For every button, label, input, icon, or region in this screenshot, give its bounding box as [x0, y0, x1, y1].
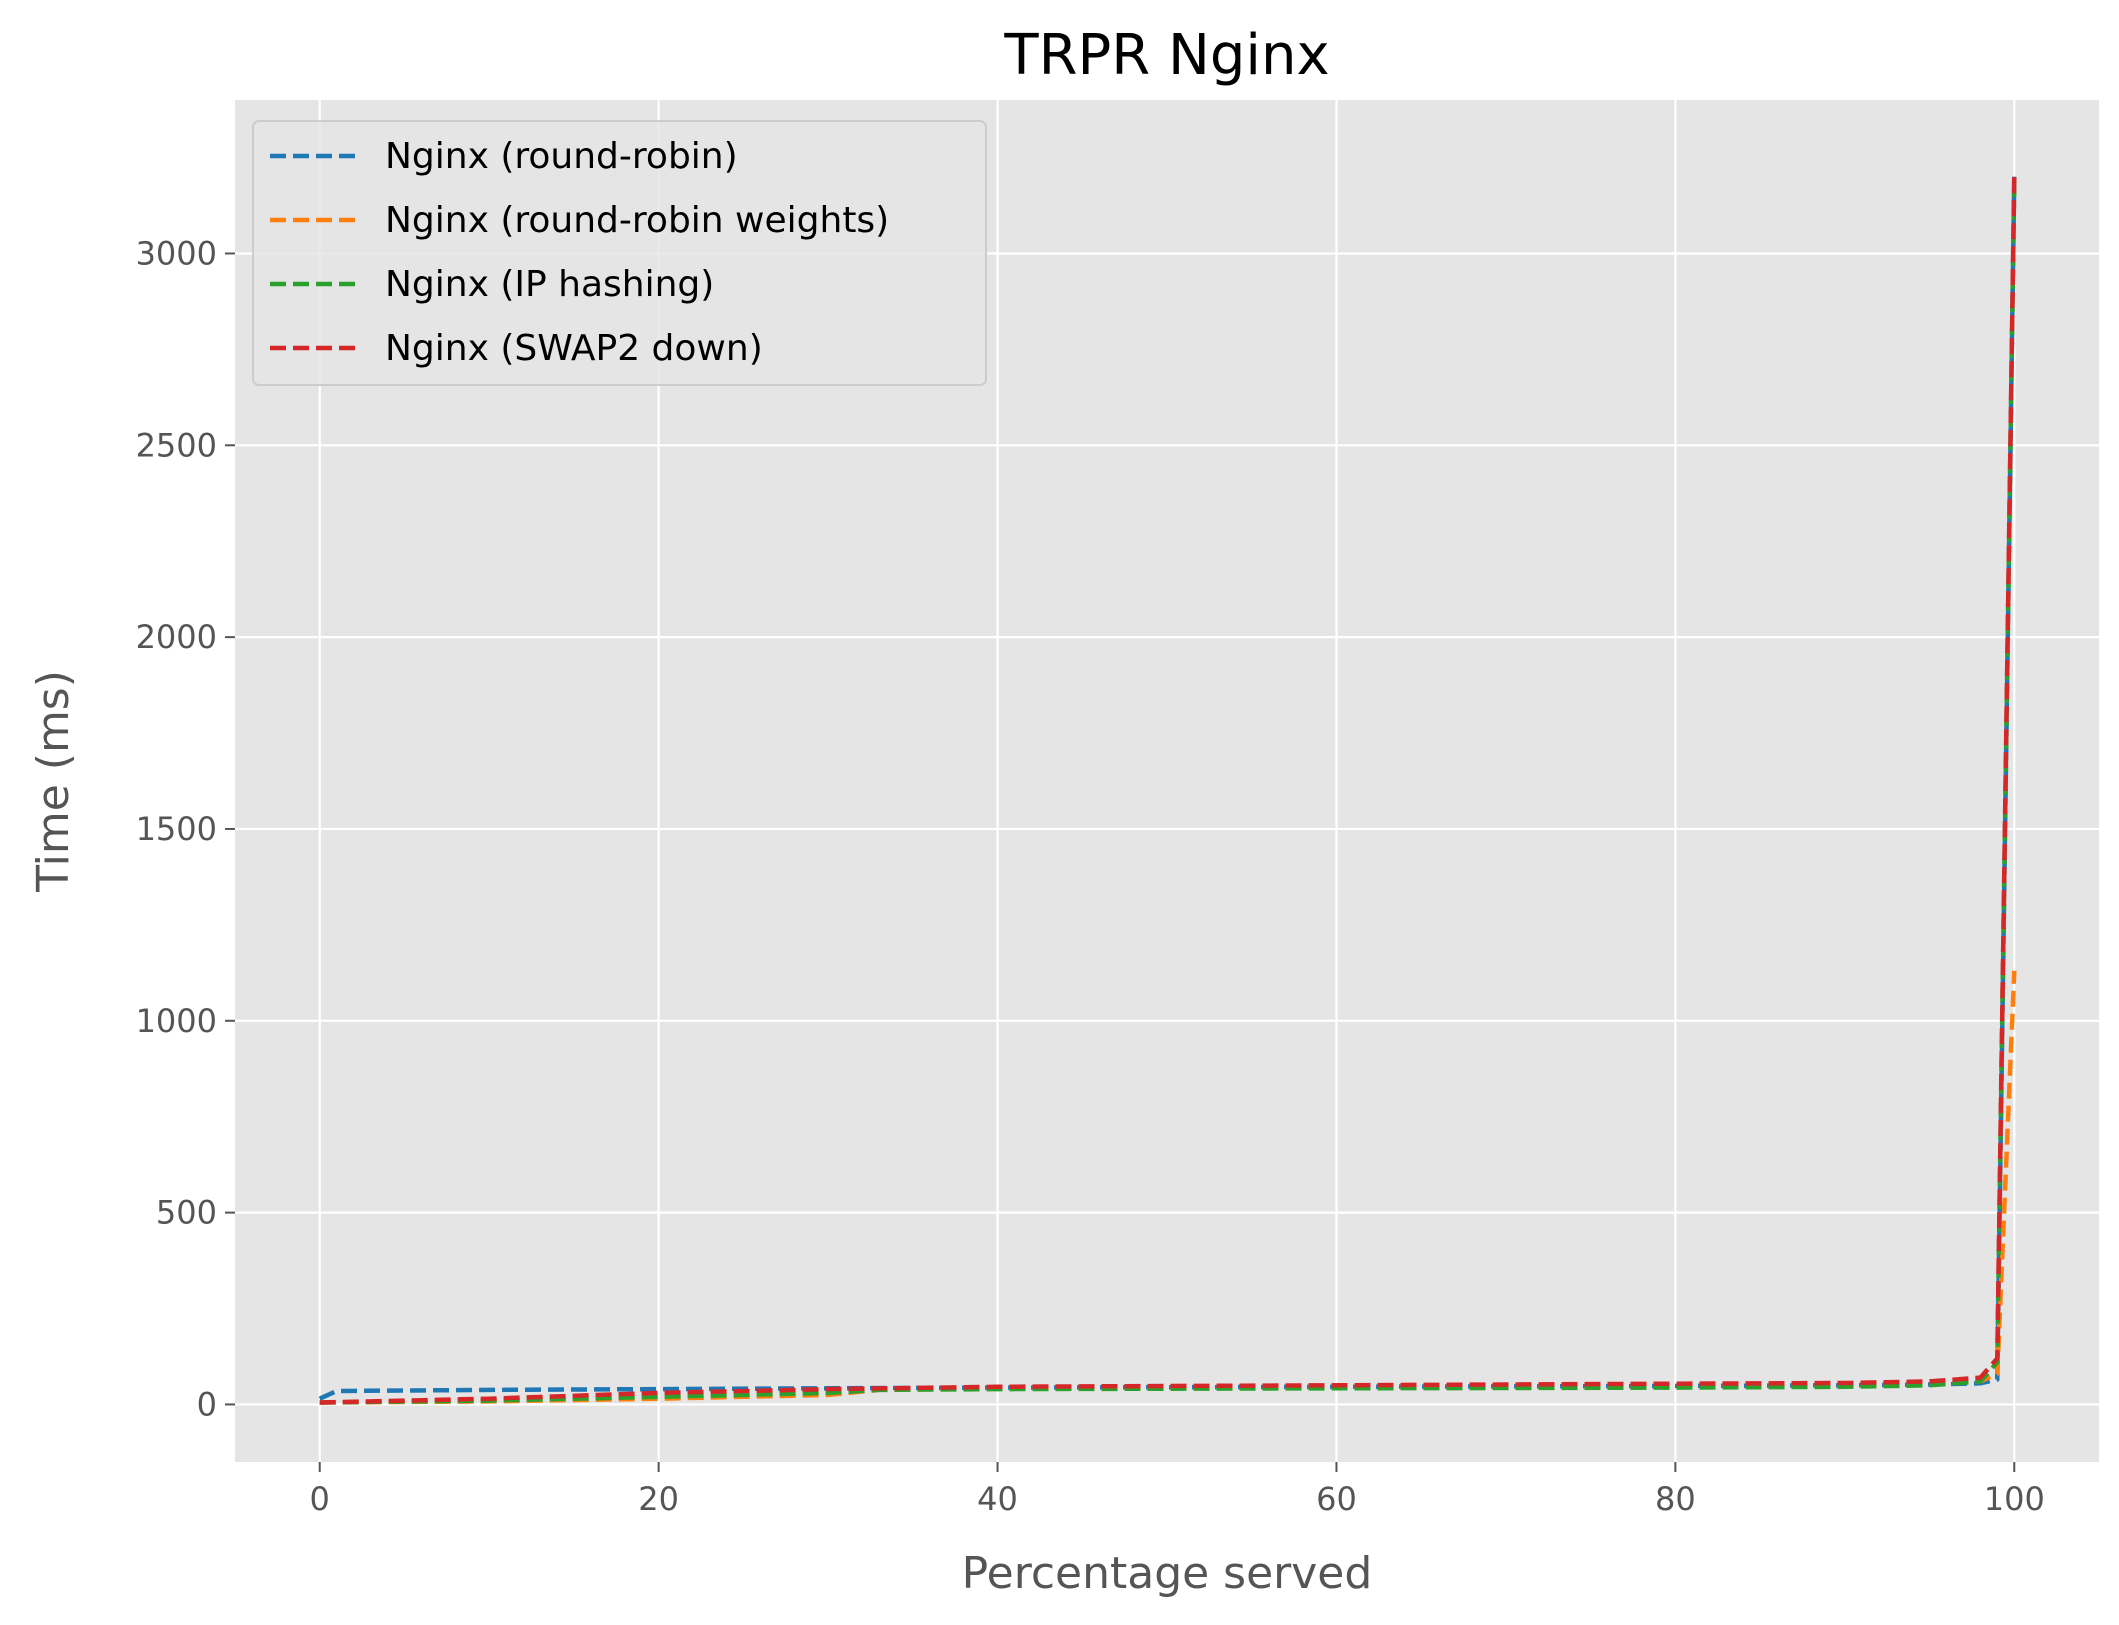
x-tick-label: 100 — [1984, 1480, 2045, 1518]
series-line — [319, 176, 2017, 1405]
legend-label: Nginx (SWAP2 down) — [385, 328, 763, 369]
legend-label: Nginx (IP hashing) — [385, 264, 714, 305]
x-axis-label: Percentage served — [962, 1548, 1373, 1599]
x-tick-label: 40 — [977, 1480, 1018, 1518]
y-tick-label: 1000 — [136, 1002, 217, 1040]
legend: Nginx (round-robin) Nginx (round-robin we… — [252, 120, 987, 386]
x-tick-label: 80 — [1655, 1480, 1696, 1518]
legend-box — [252, 120, 987, 386]
legend-label: Nginx (round-robin) — [385, 136, 738, 177]
y-tick-label: 2000 — [136, 618, 217, 656]
chart-title: TRPR Nginx — [1003, 23, 1329, 88]
y-tick-label: 0 — [197, 1385, 217, 1423]
y-tick-labels: 0 500 1000 1500 2000 2500 3000 — [136, 234, 235, 1423]
y-tick-label: 500 — [156, 1194, 217, 1232]
y-tick-label: 3000 — [136, 234, 217, 272]
legend-items: Nginx (round-robin) Nginx (round-robin we… — [270, 136, 889, 369]
x-tick-label: 20 — [638, 1480, 679, 1518]
x-tick-label: 0 — [310, 1480, 330, 1518]
series-lines — [318, 172, 2017, 1405]
y-axis-label: Time (ms) — [28, 670, 79, 893]
x-tick-labels: 0 20 40 60 80 100 — [310, 1462, 2045, 1518]
y-tick-label: 1500 — [136, 810, 217, 848]
y-tick-label: 2500 — [136, 426, 217, 464]
x-tick-label: 60 — [1316, 1480, 1357, 1518]
legend-label: Nginx (round-robin weights) — [385, 200, 889, 241]
